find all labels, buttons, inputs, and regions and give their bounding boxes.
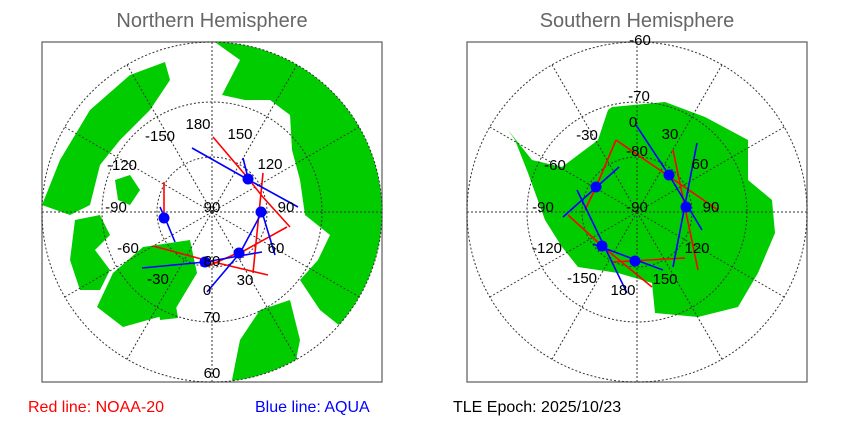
satellite-position-marker bbox=[663, 169, 675, 181]
noaa20-track bbox=[239, 226, 288, 254]
south-lat-label: -70 bbox=[628, 88, 650, 105]
north-lon-label: 60 bbox=[268, 240, 285, 257]
aqua-track bbox=[261, 211, 276, 256]
satellite-position-marker bbox=[242, 173, 254, 185]
legend-aqua: Blue line: AQUA bbox=[255, 399, 370, 416]
longitude-line bbox=[489, 126, 638, 213]
longitude-line bbox=[211, 211, 298, 360]
north-lon-label: 180 bbox=[185, 116, 210, 133]
longitude-line bbox=[636, 64, 723, 213]
longitude-line bbox=[211, 126, 360, 213]
south-lon-label: -150 bbox=[567, 270, 597, 287]
noaa20-track bbox=[611, 257, 686, 263]
south-lon-label: -60 bbox=[544, 157, 566, 174]
north-map: 180 150 120 90 60 30 0 -30 -60 -90 -120 … bbox=[41, 41, 383, 383]
south-lon-label: 60 bbox=[692, 156, 709, 173]
south-lon-label: 120 bbox=[684, 240, 709, 257]
legend-noaa20: Red line: NOAA-20 bbox=[28, 399, 165, 416]
north-lon-label: -120 bbox=[107, 157, 137, 174]
longitude-line bbox=[64, 126, 213, 213]
satellite-position-marker bbox=[233, 247, 245, 259]
south-map: 0 30 60 90 120 150 180 -150 -120 -90 -60… bbox=[466, 32, 808, 383]
satellite-position-marker bbox=[255, 206, 267, 218]
longitude-line bbox=[211, 64, 298, 213]
north-lon-label: 90 bbox=[278, 199, 295, 216]
north-lon-label: -30 bbox=[147, 271, 169, 288]
north-lon-label: -60 bbox=[117, 240, 139, 257]
south-lon-label: 180 bbox=[610, 282, 635, 299]
south-lon-label: -90 bbox=[532, 199, 554, 216]
south-lon-label: 30 bbox=[662, 126, 679, 143]
south-lat-label: -90 bbox=[626, 199, 648, 216]
longitude-line bbox=[126, 64, 213, 213]
satellite-position-marker bbox=[590, 181, 602, 193]
satellite-position-marker bbox=[680, 201, 692, 213]
north-lat-label: 90 bbox=[204, 199, 221, 216]
noaa20-track bbox=[252, 172, 264, 274]
south-lon-label: -30 bbox=[576, 127, 598, 144]
north-tracks bbox=[141, 136, 299, 293]
north-lon-label: 30 bbox=[237, 272, 254, 289]
satellite-position-marker bbox=[596, 240, 608, 252]
satellite-position-marker bbox=[158, 212, 170, 224]
longitude-line bbox=[126, 211, 213, 360]
north-lon-label: 120 bbox=[257, 156, 282, 173]
south-lon-label: 0 bbox=[629, 114, 637, 131]
latitude-circle bbox=[156, 156, 268, 268]
north-lon-label: -90 bbox=[105, 199, 127, 216]
longitude-line bbox=[489, 211, 638, 298]
satellite-position-marker bbox=[199, 256, 211, 268]
aqua-track bbox=[562, 166, 620, 218]
north-graticule bbox=[41, 41, 383, 383]
south-lat-label: -80 bbox=[626, 143, 648, 160]
north-lat-label: 60 bbox=[204, 365, 221, 382]
longitude-line bbox=[551, 64, 638, 213]
north-lon-label: 150 bbox=[227, 126, 252, 143]
north-lat-label: 80 bbox=[204, 253, 221, 270]
south-tracks bbox=[562, 124, 719, 294]
longitude-line bbox=[636, 211, 723, 360]
longitude-line bbox=[551, 211, 638, 360]
south-lon-label: -120 bbox=[532, 240, 562, 257]
noaa20-track bbox=[212, 136, 291, 228]
south-lon-label: 90 bbox=[703, 199, 720, 216]
longitude-line bbox=[636, 126, 785, 213]
tle-epoch: TLE Epoch: 2025/10/23 bbox=[453, 399, 622, 416]
longitude-line bbox=[64, 211, 213, 298]
north-lat-label: 70 bbox=[204, 309, 221, 326]
north-lon-label: -150 bbox=[145, 128, 175, 145]
north-title: Northern Hemisphere bbox=[116, 10, 308, 32]
south-title: Southern Hemisphere bbox=[539, 10, 735, 32]
south-lon-label: 150 bbox=[652, 271, 677, 288]
south-lat-label: -60 bbox=[629, 32, 651, 49]
south-graticule bbox=[466, 41, 808, 383]
north-lon-label: 0 bbox=[203, 282, 211, 299]
longitude-line bbox=[636, 211, 785, 298]
longitude-line bbox=[211, 211, 360, 298]
satellite-position-marker bbox=[629, 255, 641, 267]
